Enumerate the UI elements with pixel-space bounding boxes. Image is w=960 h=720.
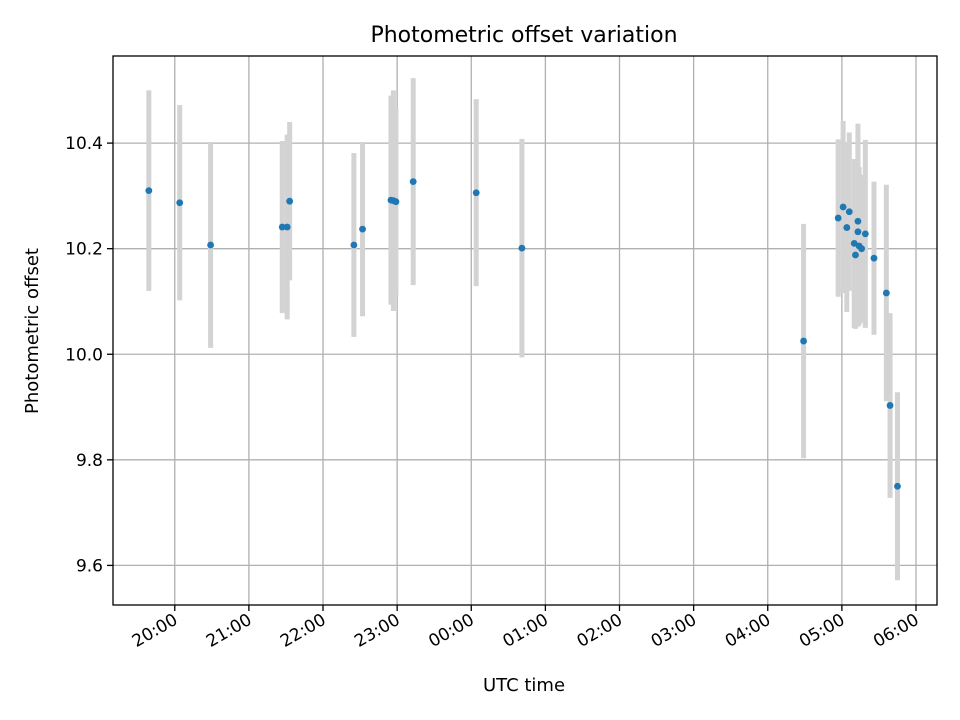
data-point (518, 244, 526, 252)
y-tick-label: 10.2 (65, 240, 103, 260)
y-tick-label: 9.6 (76, 556, 103, 576)
data-point (858, 245, 866, 253)
error-bars (146, 78, 900, 581)
axis-ticks: 20:00 21:00 22:00 23:00 00:00 01:00 02:00 03:00… (65, 134, 922, 652)
data-point (286, 197, 294, 205)
data-point (854, 217, 862, 225)
y-axis-label: Photometric offset (22, 248, 43, 414)
chart-title: Photometric offset variation (370, 23, 677, 48)
x-tick-label: 22:00 (277, 610, 329, 652)
data-point (283, 223, 291, 231)
data-point (854, 228, 862, 236)
data-point (472, 189, 480, 197)
x-tick-label: 05:00 (796, 610, 848, 652)
y-tick-label: 10.0 (65, 345, 103, 365)
data-point (834, 214, 842, 222)
x-tick-label: 20:00 (129, 610, 181, 652)
data-point (886, 402, 894, 409)
x-tick-label: 01:00 (499, 610, 551, 652)
data-point (870, 254, 878, 262)
y-tick-label: 9.8 (76, 451, 103, 471)
data-point (207, 241, 214, 249)
data-point (894, 482, 901, 490)
data-point (176, 199, 184, 207)
data-point (278, 223, 286, 231)
data-points (145, 178, 901, 490)
grid (113, 56, 937, 605)
data-point (392, 198, 400, 206)
data-point (852, 251, 859, 259)
data-point (882, 289, 890, 297)
x-tick-label: 23:00 (351, 610, 403, 652)
plot-frame (112, 55, 938, 606)
data-point (839, 203, 847, 211)
data-point (359, 225, 366, 233)
x-tick-label: 04:00 (722, 610, 774, 652)
x-tick-label: 03:00 (648, 610, 700, 652)
x-tick-label: 02:00 (574, 610, 626, 652)
y-tick-label: 10.4 (65, 134, 103, 154)
x-tick-label: 06:00 (870, 610, 922, 652)
x-axis-label: UTC time (483, 675, 565, 696)
data-point (845, 208, 853, 216)
data-point (145, 187, 153, 195)
data-point (409, 178, 417, 186)
data-point (800, 337, 807, 345)
x-tick-label: 21:00 (203, 610, 255, 652)
data-point (843, 224, 851, 231)
x-tick-label: 00:00 (425, 610, 477, 652)
data-point (861, 230, 869, 238)
data-point (350, 241, 358, 249)
